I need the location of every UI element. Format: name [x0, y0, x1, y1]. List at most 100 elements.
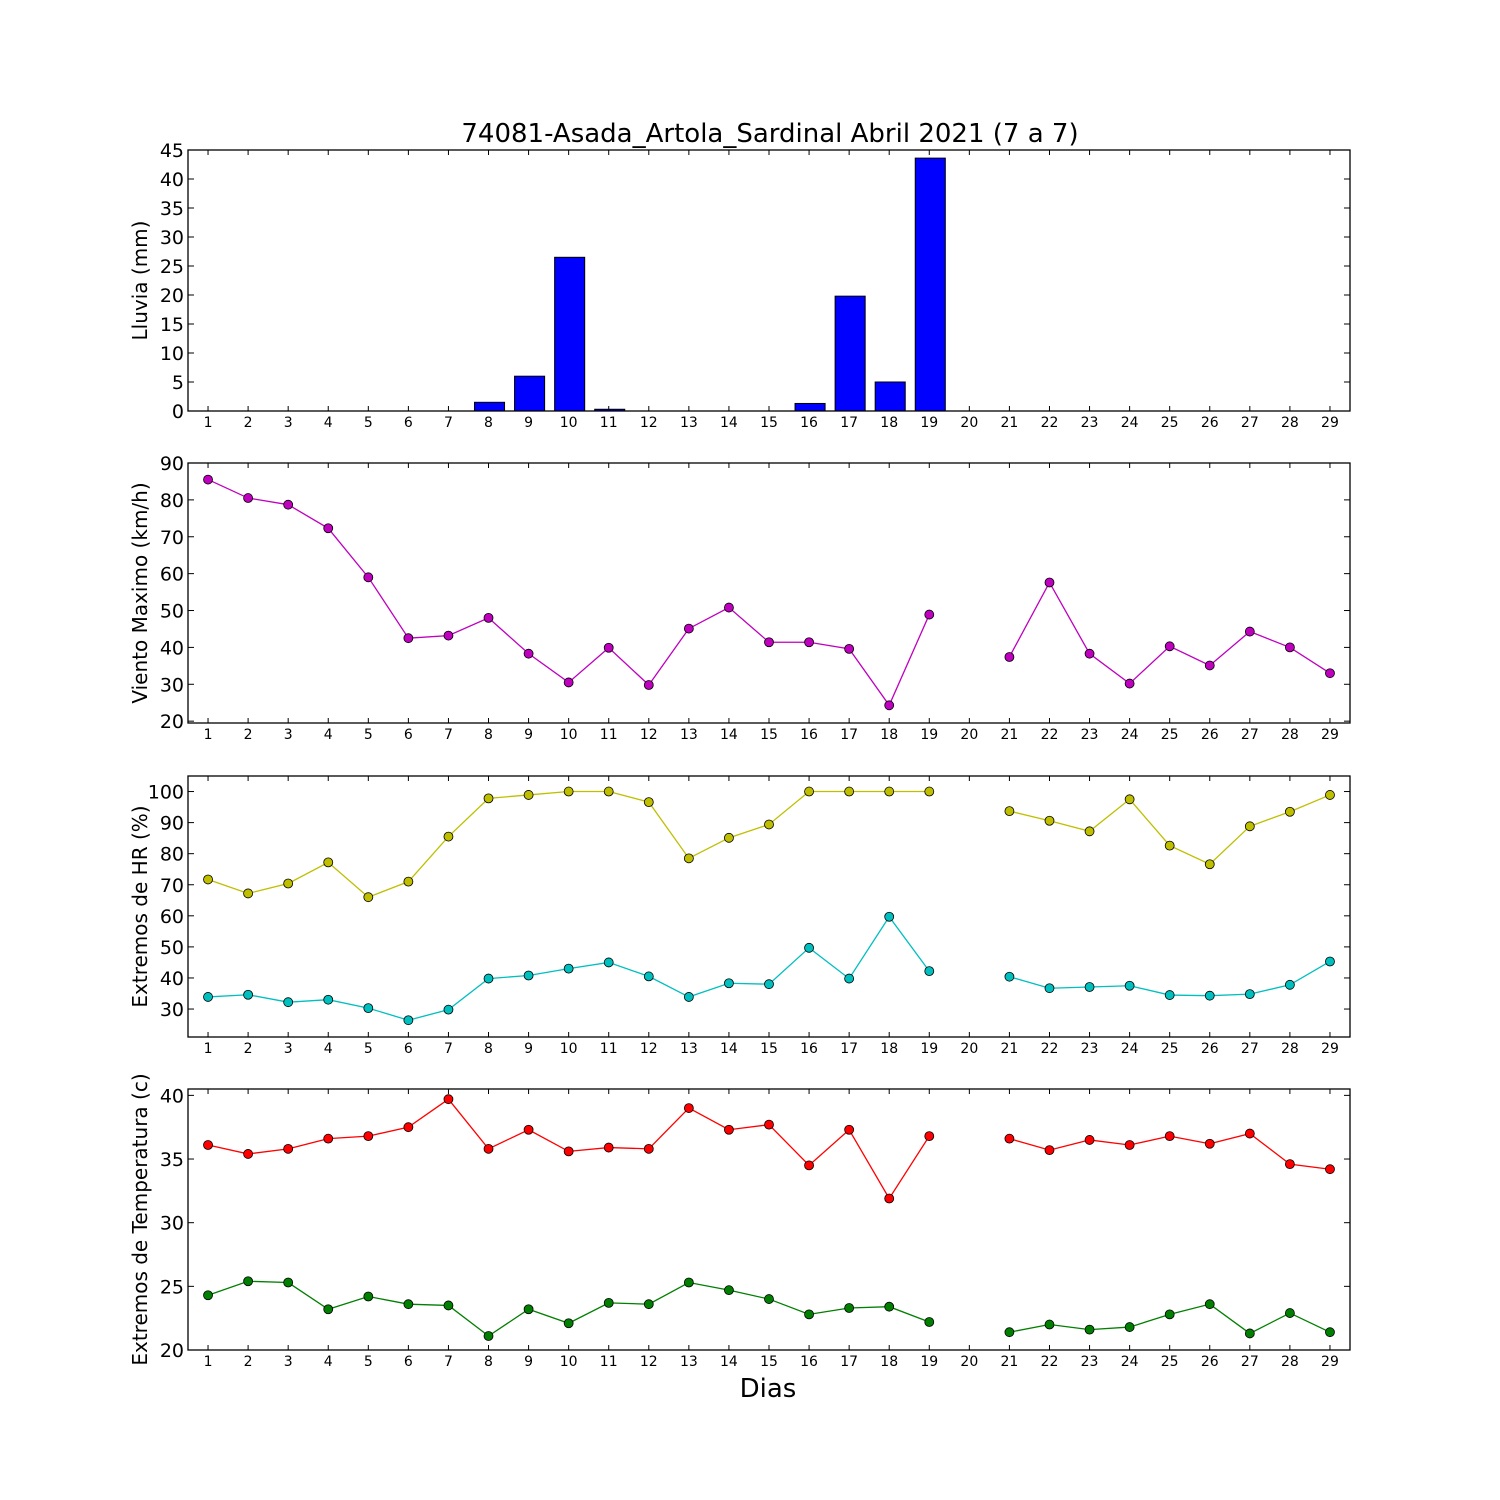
humidity-series-0-point-day-25	[1164, 840, 1175, 851]
x-axis-label: Dias	[740, 1374, 797, 1404]
humidity-series-0-point-day-18	[884, 786, 895, 797]
humidity-xtick-label: 15	[760, 1041, 778, 1057]
rain-ytick-label: 5	[172, 372, 184, 394]
temperature-series-1-point-day-13	[683, 1277, 694, 1288]
temperature-series-1-point-day-24	[1124, 1322, 1135, 1332]
humidity-series-1-point-day-26	[1204, 990, 1215, 1001]
rain-axes-frame	[187, 149, 1351, 412]
temperature-xtick-label: 20	[960, 1354, 978, 1370]
humidity-series-0-point-day-22	[1044, 815, 1055, 826]
humidity-xtick-label: 23	[1081, 1041, 1099, 1057]
temperature-series-0-point-day-28	[1284, 1159, 1295, 1170]
temperature-xtick-label: 8	[484, 1354, 493, 1370]
temperature-xtick-label: 1	[204, 1354, 213, 1370]
wind-ytick-label: 40	[160, 637, 184, 659]
humidity-series-1-point-day-14	[724, 978, 734, 989]
temperature-series-1-point-day-26	[1204, 1299, 1215, 1310]
temperature-series-1-point-day-12	[643, 1299, 654, 1310]
wind-xtick-label: 9	[524, 727, 533, 743]
humidity-xtick-label: 2	[244, 1041, 253, 1057]
humidity-series-1-point-day-8	[483, 973, 494, 984]
wind-series-0-point-day-26	[1204, 660, 1215, 671]
humidity-xtick-label: 20	[960, 1041, 978, 1057]
temperature-xtick-label: 25	[1161, 1354, 1179, 1370]
humidity-series-1-point-day-10	[563, 963, 574, 974]
humidity-series-0-point-day-11	[603, 786, 614, 797]
rain-xtick-label: 2	[244, 415, 253, 431]
temperature-series-1-point-day-19	[924, 1317, 935, 1327]
temperature-axes-frame	[187, 1088, 1351, 1351]
temperature-series-0-point-day-29	[1325, 1164, 1335, 1175]
humidity-series-1-point-day-4	[323, 994, 334, 1005]
wind-series-0-point-day-24	[1124, 678, 1135, 689]
temperature-xtick-label: 26	[1201, 1354, 1219, 1370]
wind-axes-frame	[187, 462, 1351, 724]
humidity-xtick-label: 9	[524, 1041, 533, 1057]
humidity-xtick-label: 8	[484, 1041, 493, 1057]
temperature-series-0-point-day-6	[403, 1122, 414, 1133]
humidity-ytick-label: 80	[160, 844, 184, 866]
wind-series-0-point-day-29	[1325, 668, 1335, 679]
temperature-xtick-label: 3	[284, 1354, 293, 1370]
rain-xtick-label: 4	[324, 415, 333, 431]
temperature-series-1-point-day-1	[203, 1290, 213, 1301]
wind-xtick-label: 16	[800, 727, 818, 743]
humidity-series-1-point-day-7	[443, 1004, 454, 1015]
rain-xtick-label: 9	[524, 415, 533, 431]
wind-series-0-point-day-2	[243, 493, 254, 503]
temperature-xtick-label: 5	[364, 1354, 373, 1370]
wind-series-0-point-day-12	[643, 680, 654, 690]
rain-xtick-label: 17	[840, 415, 858, 431]
rain-ytick-label: 40	[160, 169, 184, 191]
wind-series-0-point-day-23	[1084, 648, 1095, 659]
rain-xtick-label: 29	[1321, 415, 1339, 431]
humidity-ytick-label: 30	[160, 999, 184, 1021]
humidity-series-1-point-day-24	[1124, 980, 1135, 991]
wind-series-0-point-day-28	[1284, 642, 1295, 653]
wind-xtick-label: 6	[404, 727, 413, 743]
humidity-xtick-label: 28	[1281, 1041, 1299, 1057]
rain-ytick-label: 35	[160, 198, 184, 220]
humidity-series-0-point-day-28	[1284, 806, 1295, 817]
humidity-series-1-point-day-3	[283, 997, 294, 1008]
wind-ytick-label: 90	[160, 453, 184, 475]
wind-xtick-label: 27	[1241, 727, 1259, 743]
temperature-series-1-point-day-8	[483, 1331, 494, 1341]
humidity-xtick-label: 7	[444, 1041, 453, 1057]
humidity-series-1-point-day-23	[1084, 982, 1095, 992]
temperature-xtick-label: 16	[800, 1354, 818, 1370]
wind-xtick-label: 2	[244, 727, 253, 743]
wind-xtick-label: 22	[1041, 727, 1059, 743]
humidity-xtick-label: 26	[1201, 1041, 1219, 1057]
temperature-xtick-label: 17	[840, 1354, 858, 1370]
humidity-ytick-label: 40	[160, 968, 184, 990]
temperature-xtick-label: 15	[760, 1354, 778, 1370]
rain-bar-day-17	[834, 295, 866, 412]
rain-ytick-label: 10	[160, 343, 184, 365]
temperature-series-0-point-day-13	[683, 1103, 694, 1113]
wind-y-axis-label: Viento Maximo (km/h)	[128, 482, 152, 703]
rain-xtick-label: 12	[640, 415, 658, 431]
temperature-series-0-point-day-19	[924, 1131, 935, 1142]
wind-xtick-label: 7	[444, 727, 453, 743]
wind-series-0-point-day-19	[924, 609, 935, 620]
humidity-series-0-point-day-8	[483, 793, 494, 804]
humidity-xtick-label: 25	[1161, 1041, 1179, 1057]
rain-ytick-label: 25	[160, 256, 184, 278]
temperature-series-0-point-day-21	[1004, 1133, 1015, 1144]
rain-xtick-label: 1	[204, 415, 213, 431]
humidity-xtick-label: 12	[640, 1041, 658, 1057]
temperature-ytick-label: 40	[160, 1085, 184, 1107]
rain-y-axis-label: Lluvia (mm)	[128, 221, 152, 341]
humidity-ytick-label: 70	[160, 875, 184, 897]
wind-ytick-label: 60	[160, 564, 184, 586]
temperature-series-0-point-day-17	[844, 1124, 855, 1135]
temperature-series-0-point-day-11	[603, 1142, 614, 1153]
temperature-ytick-label: 25	[160, 1276, 184, 1298]
temperature-xtick-label: 24	[1121, 1354, 1139, 1370]
wind-ytick-label: 70	[160, 527, 184, 549]
temperature-xtick-label: 10	[560, 1354, 578, 1370]
temperature-series-1-point-day-2	[243, 1276, 254, 1287]
